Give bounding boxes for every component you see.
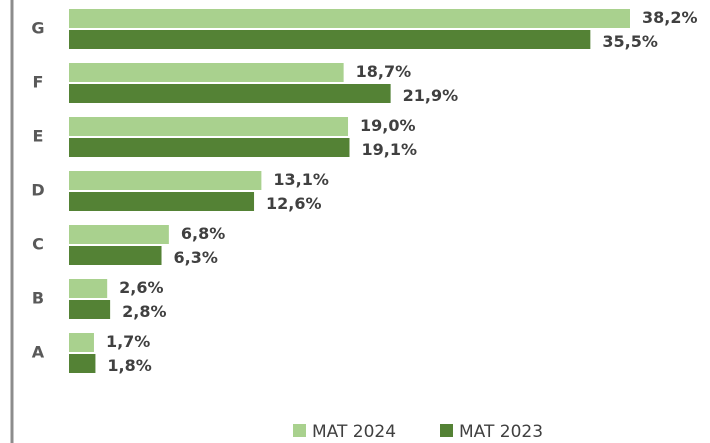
bar — [69, 9, 630, 28]
value-label: 18,7% — [356, 62, 412, 81]
value-label: 35,5% — [602, 32, 658, 51]
category-label: F — [33, 73, 44, 92]
value-label: 13,1% — [273, 170, 329, 189]
value-label: 1,8% — [107, 356, 151, 375]
value-label: 12,6% — [266, 194, 322, 213]
value-label: 19,0% — [360, 116, 416, 135]
bar — [69, 279, 108, 298]
value-label: 19,1% — [362, 140, 418, 159]
legend-swatch — [440, 424, 453, 437]
category-label: C — [32, 235, 44, 254]
value-label: 2,8% — [122, 302, 166, 321]
bar — [69, 300, 111, 319]
category-label: D — [31, 181, 44, 200]
bar — [69, 225, 169, 244]
bar — [69, 138, 350, 157]
bar — [69, 171, 262, 190]
value-label: 6,3% — [174, 248, 218, 267]
category-label: E — [33, 127, 44, 146]
bar — [69, 84, 391, 103]
bar — [69, 354, 96, 373]
bar — [69, 117, 349, 136]
bar — [69, 192, 255, 211]
bar — [69, 30, 591, 49]
category-label: A — [32, 343, 45, 362]
value-label: 2,6% — [119, 278, 163, 297]
legend-swatch — [293, 424, 306, 437]
category-label: B — [32, 289, 44, 308]
legend-label: MAT 2024 — [312, 422, 396, 442]
value-label: 21,9% — [403, 86, 459, 105]
bar — [69, 246, 162, 265]
bar — [69, 333, 94, 352]
legend-label: MAT 2023 — [459, 422, 543, 442]
value-label: 38,2% — [642, 8, 698, 27]
value-label: 1,7% — [106, 332, 150, 351]
value-label: 6,8% — [181, 224, 225, 243]
category-label: G — [31, 19, 44, 38]
bar — [69, 63, 344, 82]
